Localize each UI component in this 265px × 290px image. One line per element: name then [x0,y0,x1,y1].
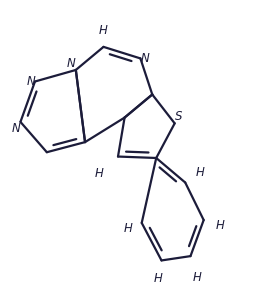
Text: H: H [193,271,201,284]
Text: N: N [67,57,76,70]
Text: N: N [140,52,149,65]
Text: H: H [154,272,163,285]
Text: N: N [26,75,35,88]
Text: H: H [95,167,104,180]
Text: H: H [215,219,224,232]
Text: H: H [99,24,108,37]
Text: N: N [12,122,20,135]
Text: H: H [124,222,132,235]
Text: H: H [196,166,205,179]
Text: S: S [175,110,182,123]
